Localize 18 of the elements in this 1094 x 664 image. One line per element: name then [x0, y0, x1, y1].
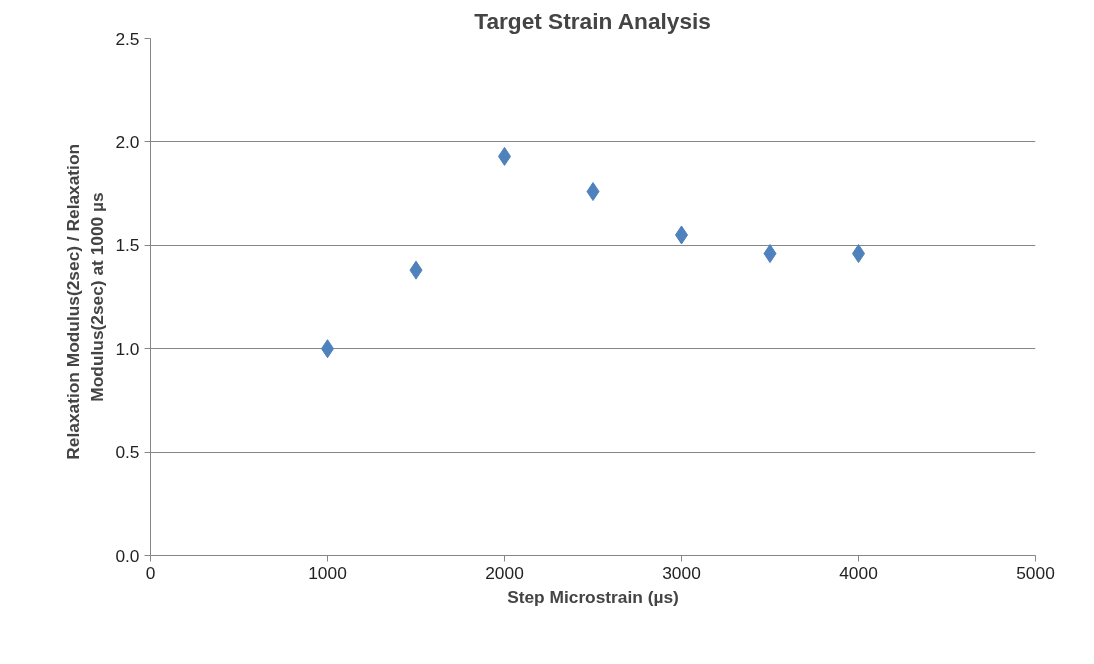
chart-title: Target Strain Analysis [474, 7, 711, 34]
x-tick-label: 0 [145, 562, 156, 583]
y-axis-title: Relaxation Modulus(2sec) / Relaxation Modulus(2sec) at 1000 µs [63, 143, 108, 460]
x-tick-label: 4000 [839, 562, 878, 583]
x-axis-title: Step Microstrain (µs) [507, 586, 679, 607]
y-tick-label: 2.0 [115, 131, 140, 152]
y-tick-label: 0.5 [115, 442, 140, 463]
point [763, 244, 777, 264]
y-tick-label: 1.5 [115, 235, 140, 256]
x-tick-label: 3000 [662, 562, 701, 583]
point [586, 182, 600, 202]
x-tick-label: 2000 [485, 562, 524, 583]
y-tick-label: 2.5 [115, 28, 140, 49]
y-tick-label: 0.0 [115, 545, 140, 566]
point [409, 260, 423, 280]
x-tick-label: 5000 [1016, 562, 1055, 583]
y-tick-label: 1.0 [115, 338, 140, 359]
x-tick-label: 1000 [308, 562, 347, 583]
